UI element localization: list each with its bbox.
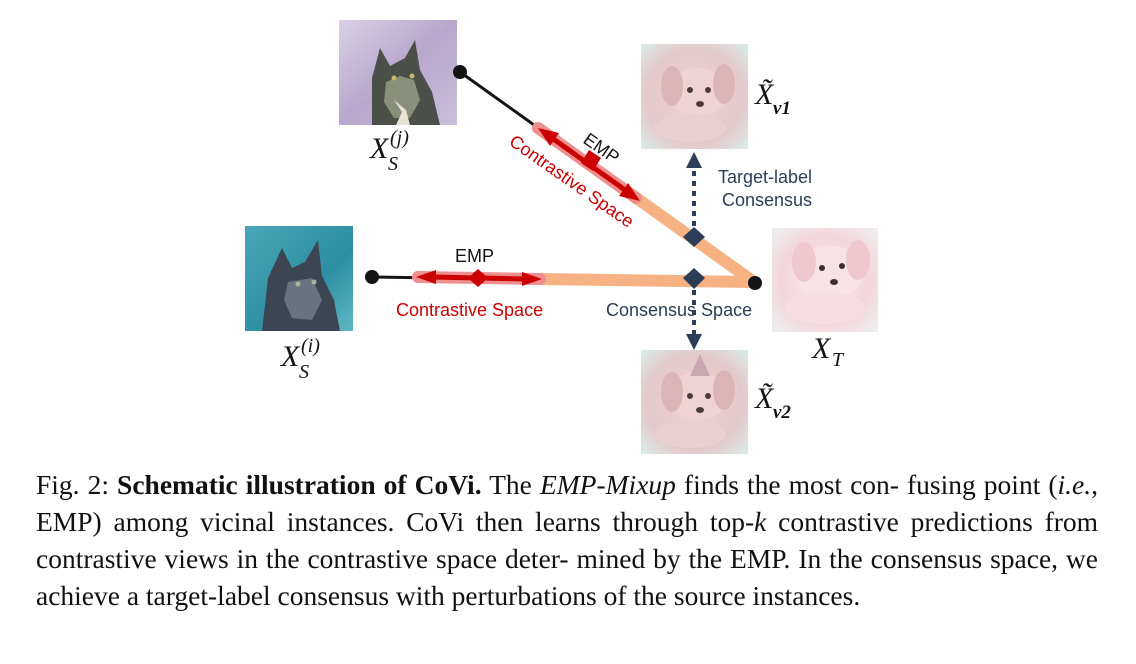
source-image-i <box>245 226 353 331</box>
svg-text:X̃: X̃ <box>754 382 775 415</box>
emp-label-lower: EMP <box>455 246 494 266</box>
label-target: X T <box>811 332 845 371</box>
target-label-consensus-line1: Target-label <box>718 167 812 187</box>
figure-caption: Fig. 2: Schematic illustration of CoVi. … <box>36 466 1098 614</box>
emp-arrow-lower <box>416 269 542 287</box>
caption-text: fusing point ( <box>907 469 1058 500</box>
caption-emp-mixup: EMP-Mixup <box>539 469 676 500</box>
target-label-consensus-line2: Consensus <box>722 190 812 210</box>
consensus-space-label: Consensus Space <box>606 300 752 320</box>
svg-text:X: X <box>280 340 301 373</box>
caption-paragraph: Fig. 2: Schematic illustration of CoVi. … <box>36 466 1098 614</box>
label-source-j: X S (j) <box>369 127 409 175</box>
caption-text: finds the most con- <box>683 469 899 500</box>
caption-text: with perturbations of the source instanc… <box>395 580 861 611</box>
svg-text:(i): (i) <box>301 335 320 357</box>
svg-text:T: T <box>832 349 845 371</box>
lower-orange-band <box>534 273 760 288</box>
svg-text:X: X <box>369 132 390 165</box>
caption-text: , EMP) among vicinal instances. CoVi the… <box>36 469 1099 537</box>
caption-text: mined by the EMP. In the consensus space… <box>36 543 1098 611</box>
consensus-node-upper <box>683 227 705 247</box>
source-image-j <box>339 20 457 125</box>
contrastive-space-label-lower: Contrastive Space <box>396 300 543 320</box>
svg-text:X̃: X̃ <box>754 78 775 111</box>
source-node-j <box>453 65 467 79</box>
caption-text: contrastive predictions from contrastive… <box>36 506 1099 574</box>
target-image <box>772 228 878 332</box>
label-view-2: X̃ v2 <box>754 382 791 423</box>
svg-text:S: S <box>299 361 309 383</box>
view-image-1 <box>641 44 748 149</box>
source-node-i <box>365 270 379 284</box>
caption-title: Schematic illustration of CoVi. <box>117 469 482 500</box>
caption-fig-label: Fig. 2: <box>36 469 109 500</box>
schematic-figure: EMP Contrastive Space EMP Contrastive Sp… <box>245 20 878 454</box>
target-node <box>748 276 762 290</box>
view-image-2 <box>641 350 748 454</box>
emp-point-upper <box>581 150 601 171</box>
svg-text:v2: v2 <box>773 402 791 423</box>
consensus-node-lower <box>683 268 705 289</box>
label-source-i: X S (i) <box>280 335 320 383</box>
emp-arrow-upper <box>538 128 640 201</box>
svg-text:(j): (j) <box>390 127 409 149</box>
caption-ie: i.e. <box>1057 469 1092 500</box>
svg-text:v1: v1 <box>773 98 791 119</box>
svg-text:X: X <box>811 332 832 365</box>
caption-text: The <box>489 469 532 500</box>
svg-text:S: S <box>388 153 398 175</box>
emp-point-lower <box>468 269 488 287</box>
caption-k: k <box>754 506 767 537</box>
label-view-1: X̃ v1 <box>754 78 791 119</box>
